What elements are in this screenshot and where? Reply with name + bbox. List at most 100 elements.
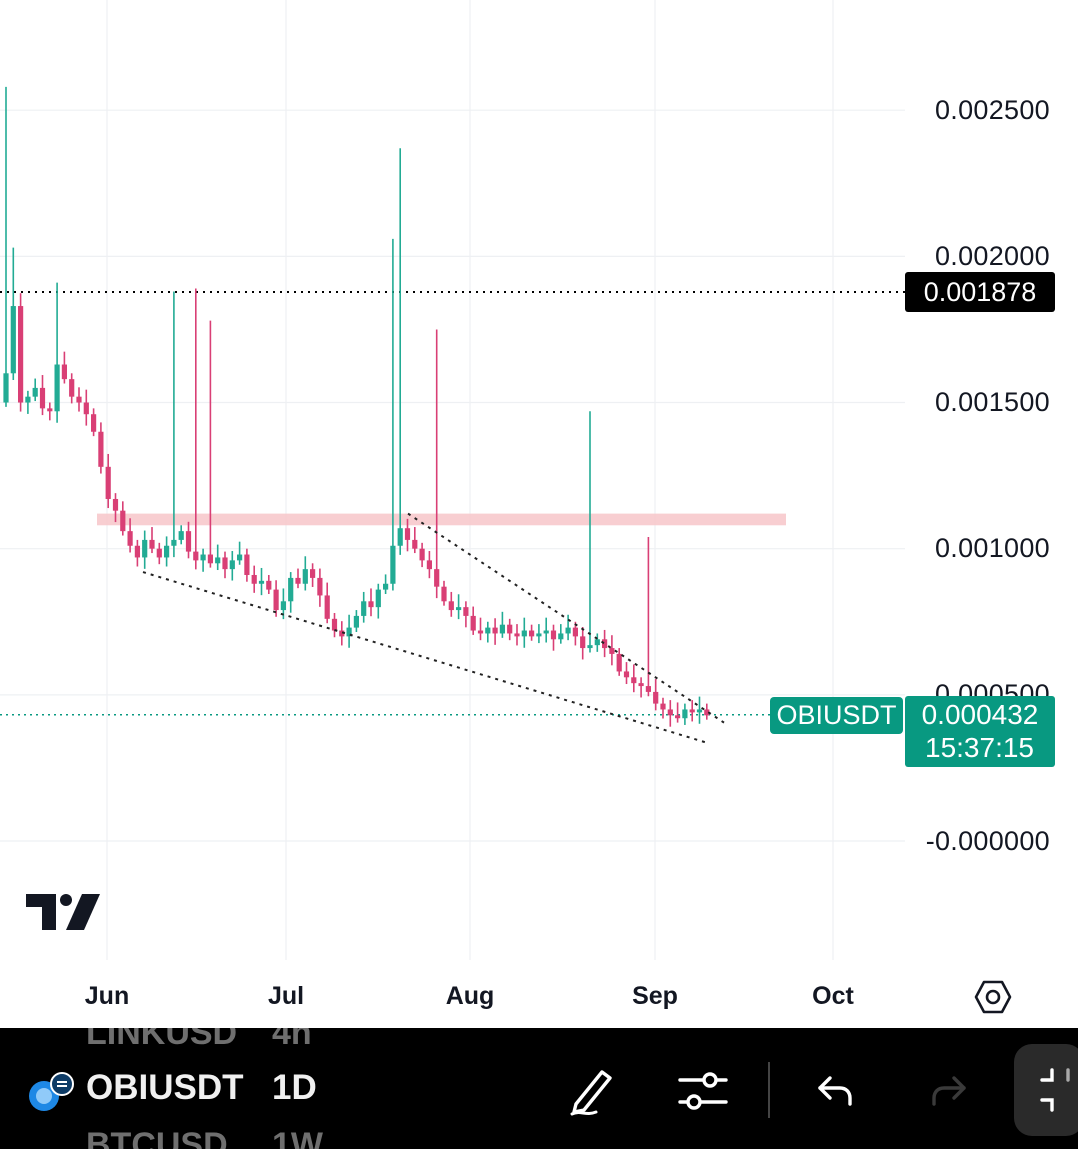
sliders-icon[interactable] [676, 1066, 730, 1116]
candle-body [616, 653, 622, 672]
candle-body [127, 531, 133, 546]
candle-body [207, 554, 213, 564]
candle-body [653, 691, 659, 704]
candle-body [470, 615, 476, 631]
candle-body [485, 627, 491, 634]
candle-body [580, 636, 586, 649]
candle-body [10, 306, 16, 374]
candle-body [572, 627, 578, 637]
x-tick-label: Jun [84, 982, 130, 1010]
candle-body [244, 554, 250, 575]
x-tick-label: Aug [445, 982, 495, 1010]
x-tick-label: Oct [812, 982, 854, 1010]
last-price-tag: 0.000432 15:37:15 [905, 696, 1055, 767]
candle-body [3, 373, 9, 403]
candle-body [594, 639, 600, 646]
candle-body [324, 595, 330, 619]
candle-body [675, 715, 681, 719]
prev-interval[interactable]: 4h [272, 1028, 312, 1052]
candles [3, 86, 710, 727]
undo-icon[interactable] [816, 1072, 856, 1108]
candle-body [280, 601, 286, 611]
candle-body [521, 630, 527, 637]
candle-body [61, 364, 67, 380]
candle-body [310, 569, 316, 578]
candle-body [112, 498, 119, 511]
candle-body [543, 630, 549, 634]
candle-body [550, 630, 557, 640]
settings-hexagon-icon[interactable] [974, 978, 1012, 1016]
candle-body [98, 431, 104, 467]
toolbar-divider [768, 1062, 770, 1118]
candle-body [91, 414, 97, 432]
prev-symbol[interactable]: LINKUSD [86, 1028, 238, 1052]
candle-body [25, 396, 31, 403]
candle-body [441, 586, 447, 602]
y-tick-label: 0.002500 [934, 95, 1050, 125]
candle-body [397, 528, 403, 546]
candle-body [120, 510, 126, 532]
candle-body [412, 539, 418, 549]
resistance-zone[interactable] [97, 513, 786, 526]
candle-body [288, 577, 294, 602]
candle-body [346, 627, 352, 637]
tradingview-logo-icon [26, 894, 100, 930]
candle-body [565, 627, 571, 634]
candle-body [667, 709, 673, 716]
candle-body [69, 379, 75, 397]
candle-body [149, 539, 155, 549]
x-tick-label: Jul [267, 982, 305, 1010]
candle-body [514, 633, 520, 637]
candle-body [18, 306, 24, 403]
candle-body [47, 408, 53, 412]
candle-body [32, 387, 38, 397]
candle-body [558, 633, 564, 640]
candle-body [609, 648, 615, 654]
fullscreen-icon [1040, 1068, 1070, 1112]
candle-body [477, 630, 484, 634]
candlestick-chart[interactable] [0, 0, 1078, 1028]
candle-body [164, 545, 170, 558]
candle-body [258, 580, 265, 584]
x-tick-label: Sep [632, 982, 678, 1010]
candle-body [54, 364, 60, 412]
candle-body [361, 601, 367, 616]
symbol-price-tag: OBIUSDT [770, 697, 903, 734]
candle-body [463, 607, 469, 616]
candle-body [273, 589, 279, 611]
lower-trendline[interactable] [142, 571, 709, 745]
symbol-selector[interactable]: OBIUSDT [86, 1068, 244, 1107]
candle-body [696, 709, 703, 713]
candle-body [353, 615, 359, 628]
candle-body [404, 528, 411, 540]
candle-body [39, 387, 46, 409]
candle-body [375, 589, 381, 608]
candle-body [390, 545, 396, 584]
candle-body [536, 633, 542, 637]
last-price-value: 0.000432 [921, 699, 1039, 730]
candle-body [419, 548, 425, 561]
candle-body [193, 551, 199, 561]
chart-area[interactable]: 0.002500 0.002000 0.001500 0.001000 0.00… [0, 0, 1078, 1028]
candle-body [185, 531, 192, 552]
candle-body [134, 545, 140, 558]
candle-body [295, 577, 301, 584]
candle-body [368, 601, 374, 608]
interval-selector[interactable]: 1D [272, 1068, 317, 1107]
candle-body [317, 577, 323, 596]
symbol-logo-icon[interactable] [26, 1072, 78, 1116]
upper-trendline[interactable] [407, 512, 725, 724]
candle-body [492, 627, 498, 634]
redo-icon[interactable] [928, 1072, 968, 1108]
marked-level-tag: 0.001878 [905, 272, 1055, 312]
next-symbol[interactable]: BTCUSD [86, 1126, 228, 1149]
pencil-icon[interactable] [566, 1064, 618, 1118]
next-interval[interactable]: 1W [272, 1126, 323, 1149]
candle-body [499, 624, 505, 634]
fullscreen-button[interactable] [1014, 1044, 1078, 1136]
candle-body [105, 466, 111, 499]
candle-body [456, 607, 462, 611]
candle-body [507, 624, 513, 634]
y-tick-label: 0.001000 [934, 533, 1050, 563]
bottom-toolbar: LINKUSD 4h BTCUSD 1W [0, 1028, 1078, 1149]
